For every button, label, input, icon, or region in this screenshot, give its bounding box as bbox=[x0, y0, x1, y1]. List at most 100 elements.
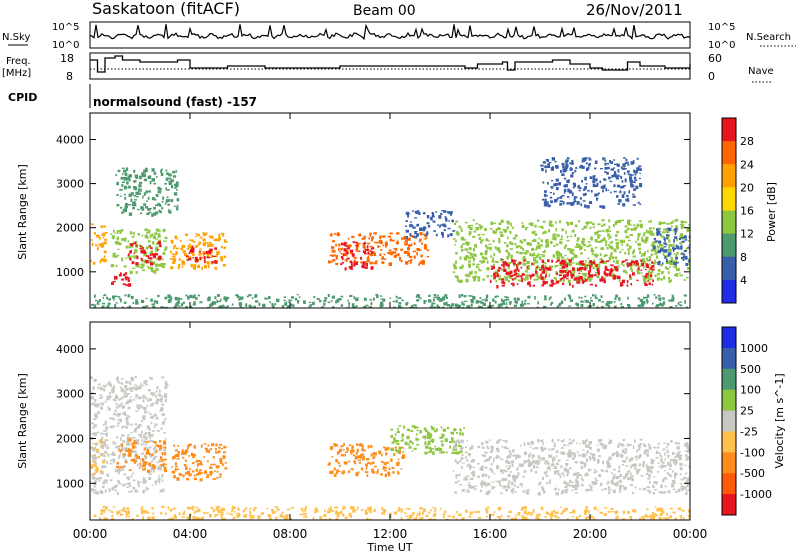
velocity-cell bbox=[597, 459, 600, 463]
power-cell bbox=[128, 185, 131, 189]
velocity-cell bbox=[532, 447, 535, 450]
power-cell bbox=[521, 279, 524, 283]
power-cell bbox=[651, 283, 654, 286]
velocity-cell bbox=[648, 466, 650, 470]
velocity-cell bbox=[129, 396, 132, 398]
power-cell bbox=[570, 274, 575, 277]
power-cell bbox=[636, 167, 640, 171]
power-cell bbox=[624, 225, 628, 228]
velocity-cell bbox=[623, 486, 627, 491]
power-cell bbox=[536, 242, 540, 245]
velocity-cell bbox=[429, 433, 433, 438]
power-cell bbox=[633, 188, 636, 191]
power-cell bbox=[362, 250, 365, 253]
power-cell bbox=[621, 185, 625, 189]
power-cell bbox=[561, 194, 565, 197]
velocity-cell bbox=[144, 410, 147, 414]
power-cell bbox=[605, 273, 609, 277]
power-cell bbox=[553, 192, 555, 195]
velocity-cell bbox=[672, 488, 676, 491]
power-cell bbox=[426, 233, 429, 235]
velocity-cell bbox=[242, 509, 246, 513]
power-cell bbox=[389, 232, 393, 235]
velocity-cell bbox=[550, 514, 552, 518]
power-cell bbox=[527, 295, 531, 299]
power-cell bbox=[646, 257, 648, 261]
power-cell bbox=[498, 277, 502, 281]
power-cell bbox=[626, 227, 630, 231]
power-cell bbox=[563, 270, 567, 272]
velocity-cell bbox=[554, 465, 557, 469]
velocity-cell bbox=[634, 455, 638, 458]
power-cell bbox=[569, 235, 573, 238]
velocity-cell bbox=[629, 484, 633, 486]
velocity-cell bbox=[404, 512, 407, 515]
power-cell bbox=[507, 273, 510, 277]
power-cell bbox=[613, 266, 618, 269]
power-cell bbox=[369, 250, 372, 252]
power-cell bbox=[535, 278, 538, 281]
power-cell bbox=[507, 221, 510, 225]
power-cell bbox=[674, 219, 678, 222]
power-cell bbox=[552, 236, 556, 239]
power-cell bbox=[101, 242, 104, 245]
power-cell bbox=[121, 167, 125, 169]
power-cell bbox=[189, 243, 191, 246]
power-cell bbox=[535, 270, 538, 274]
velocity-cell bbox=[236, 515, 240, 518]
velocity-cell bbox=[469, 447, 472, 451]
power-cell bbox=[395, 247, 398, 250]
velocity-cell bbox=[220, 447, 223, 450]
power-cell bbox=[122, 181, 126, 183]
velocity-cell bbox=[356, 444, 360, 446]
power-cell bbox=[564, 166, 569, 169]
power-cell bbox=[651, 265, 655, 268]
power-cell bbox=[605, 302, 609, 307]
velocity-cell bbox=[391, 466, 395, 469]
power-cell bbox=[655, 296, 658, 299]
velocity-cell bbox=[685, 454, 688, 457]
power-cell bbox=[119, 188, 123, 191]
power-cell bbox=[687, 239, 690, 242]
power-ytick-label: 1000 bbox=[56, 266, 84, 279]
velocity-cell bbox=[393, 439, 397, 443]
velocity-cell bbox=[384, 473, 387, 478]
velocity-cell bbox=[160, 445, 163, 448]
velocity-cell bbox=[582, 440, 585, 444]
velocity-cell bbox=[126, 414, 129, 418]
power-cell bbox=[115, 264, 118, 267]
power-cell bbox=[168, 210, 172, 214]
velocity-cell bbox=[91, 454, 94, 458]
velocity-cell bbox=[181, 449, 184, 453]
time-tick-label: 16:00 bbox=[473, 527, 508, 541]
power-cell bbox=[465, 241, 469, 245]
power-cell bbox=[130, 295, 134, 299]
power-cell bbox=[185, 306, 188, 308]
velocity-cell bbox=[636, 449, 638, 453]
velocity-cell bbox=[393, 453, 396, 456]
power-cell bbox=[578, 220, 581, 223]
velocity-cell bbox=[679, 466, 682, 470]
power-cell bbox=[654, 240, 658, 243]
power-cell bbox=[644, 251, 646, 255]
velocity-cell bbox=[563, 475, 565, 477]
velocity-cell bbox=[453, 428, 456, 430]
velocity-cell bbox=[545, 470, 548, 473]
velocity-cell bbox=[481, 446, 485, 449]
velocity-cell bbox=[431, 438, 435, 442]
power-cell bbox=[166, 178, 168, 181]
power-cell bbox=[486, 246, 490, 250]
power-cell bbox=[632, 204, 636, 206]
velocity-cell bbox=[423, 429, 427, 431]
power-cell bbox=[158, 232, 161, 237]
power-cell bbox=[381, 256, 384, 258]
velocity-cell bbox=[163, 466, 166, 468]
power-cell bbox=[206, 256, 209, 259]
power-cell bbox=[556, 265, 560, 267]
velocity-cell bbox=[182, 474, 185, 478]
power-cell bbox=[569, 250, 573, 254]
power-colorbar-swatch bbox=[722, 118, 736, 142]
power-cell bbox=[395, 254, 398, 256]
velocity-cell bbox=[647, 443, 651, 446]
power-cell bbox=[662, 252, 665, 256]
